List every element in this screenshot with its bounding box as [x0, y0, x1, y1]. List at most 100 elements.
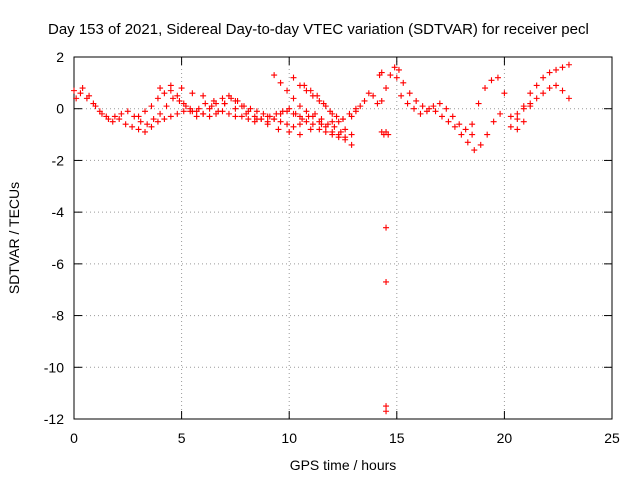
data-point — [144, 121, 151, 128]
data-point — [385, 131, 392, 138]
data-point — [167, 87, 174, 94]
data-point — [142, 128, 149, 135]
data-point — [245, 116, 252, 123]
data-point — [210, 97, 217, 104]
series-descent-15b — [398, 92, 476, 138]
data-point — [316, 97, 323, 104]
data-point — [200, 92, 207, 99]
data-point — [540, 74, 547, 81]
data-point — [329, 128, 336, 135]
data-point — [116, 116, 123, 123]
data-point — [464, 139, 471, 146]
data-point — [456, 121, 463, 128]
data-point — [365, 90, 372, 97]
series-rise-3 — [301, 82, 359, 123]
data-point — [189, 90, 196, 97]
data-point — [180, 100, 187, 107]
data-point — [161, 116, 168, 123]
data-point — [284, 87, 291, 94]
data-point — [546, 69, 553, 76]
data-point — [215, 108, 222, 115]
data-point — [322, 123, 329, 130]
data-point — [277, 110, 284, 117]
data-point — [86, 92, 93, 99]
data-point — [327, 108, 334, 115]
data-point — [391, 64, 398, 71]
data-point — [303, 118, 310, 125]
data-point — [342, 126, 349, 133]
data-point — [316, 126, 323, 133]
data-point — [423, 108, 430, 115]
series-arc-1 — [157, 82, 346, 138]
data-point — [451, 123, 458, 130]
data-point — [296, 131, 303, 138]
data-point — [520, 105, 527, 112]
data-point — [275, 126, 282, 133]
data-point — [462, 126, 469, 133]
data-point — [157, 85, 164, 92]
data-point — [206, 105, 213, 112]
data-point — [271, 72, 278, 79]
data-point — [484, 131, 491, 138]
data-point — [314, 92, 321, 99]
tick-labels: 0 5 10 15 20 25 -12 -10 -8 -6 -4 -2 0 2 — [44, 49, 620, 446]
data-point — [383, 403, 390, 410]
data-point — [178, 85, 185, 92]
data-point — [413, 97, 420, 104]
data-point — [488, 77, 495, 84]
data-point — [232, 113, 239, 120]
data-point — [497, 110, 504, 117]
y-tick-label: 2 — [56, 49, 64, 65]
data-point — [301, 82, 308, 89]
series-late-rise — [507, 61, 572, 130]
data-point — [333, 113, 340, 120]
data-point — [157, 110, 164, 117]
data-point — [232, 97, 239, 104]
data-point — [195, 105, 202, 112]
y-tick-label: -10 — [44, 359, 64, 375]
data-point — [436, 100, 443, 107]
data-point — [303, 108, 310, 115]
data-point — [430, 103, 437, 110]
data-point — [309, 113, 316, 120]
data-point — [352, 108, 359, 115]
data-point — [322, 128, 329, 135]
data-point — [520, 118, 527, 125]
data-point — [490, 118, 497, 125]
x-tick-label: 20 — [497, 430, 513, 446]
data-point — [243, 110, 250, 117]
series-spike-14 — [376, 69, 385, 79]
data-point — [109, 118, 116, 125]
grid — [74, 57, 612, 419]
data-point — [357, 103, 364, 110]
data-point — [277, 118, 284, 125]
data-point — [370, 92, 377, 99]
data-point — [553, 82, 560, 89]
data-point — [221, 100, 228, 107]
data-point — [77, 90, 84, 97]
data-point — [514, 126, 521, 133]
data-point — [238, 103, 245, 110]
data-point — [540, 90, 547, 97]
data-point — [286, 128, 293, 135]
y-tick-label: -8 — [52, 308, 65, 324]
series-mid-13-15 — [348, 64, 402, 120]
data-point — [135, 126, 142, 133]
data-point — [309, 121, 316, 128]
data-point — [202, 100, 209, 107]
data-point — [284, 108, 291, 115]
data-point — [417, 110, 424, 117]
data-point — [176, 97, 183, 104]
data-point — [533, 95, 540, 102]
data-point — [98, 110, 105, 117]
data-point — [443, 105, 450, 112]
data-point — [290, 123, 297, 130]
data-point — [395, 66, 402, 73]
data-point — [174, 110, 181, 117]
data-point — [471, 147, 478, 154]
data-point — [271, 116, 278, 123]
data-point — [419, 103, 426, 110]
data-point — [445, 118, 452, 125]
data-point — [469, 131, 476, 138]
series-band-2 — [73, 85, 344, 135]
